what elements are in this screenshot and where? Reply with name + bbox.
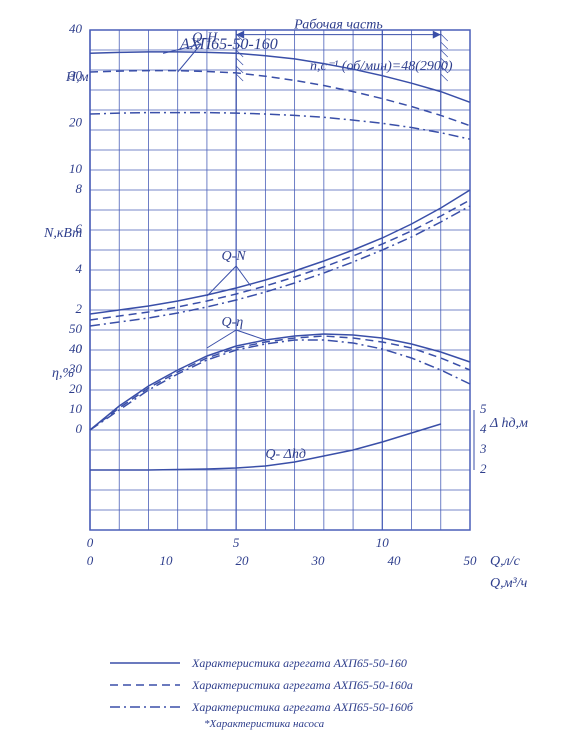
svg-text:20: 20 — [69, 381, 83, 396]
svg-text:0: 0 — [87, 535, 94, 550]
svg-text:0: 0 — [76, 421, 83, 436]
svg-text:4: 4 — [480, 421, 487, 436]
legend-swatch-solid — [110, 656, 180, 670]
legend-text: Характеристика агрегата АХП65-50-160а — [180, 678, 413, 693]
svg-text:Q-η: Q-η — [222, 315, 244, 330]
svg-text:Рабочая часть: Рабочая часть — [293, 18, 383, 33]
svg-text:2: 2 — [76, 301, 83, 316]
svg-text:Q- Δhд: Q- Δhд — [265, 447, 306, 462]
svg-text:20: 20 — [69, 114, 83, 129]
svg-text:2: 2 — [480, 461, 487, 476]
legend: Характеристика агрегата АХП65-50-160 Хар… — [110, 652, 530, 730]
legend-text: Характеристика агрегата АХП65-50-160б — [180, 700, 413, 715]
svg-text:5: 5 — [480, 401, 487, 416]
y-label-dh: Δ hд,м — [490, 416, 528, 432]
svg-text:20: 20 — [236, 553, 250, 568]
x-label-bot: Q,м³/ч — [490, 576, 527, 592]
legend-swatch-dashdot — [110, 700, 180, 714]
svg-text:10: 10 — [160, 553, 174, 568]
svg-text:Q-N: Q-N — [222, 249, 247, 264]
svg-text:5: 5 — [233, 535, 240, 550]
legend-row: Характеристика агрегата АХП65-50-160а — [110, 674, 530, 696]
svg-text:30: 30 — [311, 553, 326, 568]
svg-text:30: 30 — [68, 68, 83, 83]
svg-text:10: 10 — [69, 161, 83, 176]
legend-text: Характеристика агрегата АХП65-50-160 — [180, 656, 407, 671]
svg-text:50: 50 — [464, 553, 478, 568]
svg-text:40: 40 — [388, 553, 402, 568]
legend-swatch-dash — [110, 678, 180, 692]
svg-text:10: 10 — [376, 535, 390, 550]
pump-chart: АХП65-50-160 n,c⁻¹ (об/мин)=48(2900) Н,м… — [0, 30, 577, 736]
svg-text:0: 0 — [87, 553, 94, 568]
svg-text:6: 6 — [76, 221, 83, 236]
legend-note: *Характеристика насоса — [110, 718, 530, 730]
svg-text:4: 4 — [76, 261, 83, 276]
svg-text:50: 50 — [69, 321, 83, 336]
plot-area: 1020304002468010203040502345051001020304… — [90, 30, 470, 530]
svg-text:3: 3 — [479, 441, 487, 456]
svg-text:40: 40 — [69, 341, 83, 356]
svg-text:8: 8 — [76, 181, 83, 196]
legend-row: Характеристика агрегата АХП65-50-160 — [110, 652, 530, 674]
svg-text:Q-H: Q-H — [192, 31, 218, 46]
x-label-top: Q,л/с — [490, 554, 520, 570]
svg-text:30: 30 — [68, 361, 83, 376]
svg-text:10: 10 — [69, 401, 83, 416]
plot-svg: 1020304002468010203040502345051001020304… — [90, 30, 470, 530]
svg-text:40: 40 — [69, 21, 83, 36]
legend-row: Характеристика агрегата АХП65-50-160б — [110, 696, 530, 718]
